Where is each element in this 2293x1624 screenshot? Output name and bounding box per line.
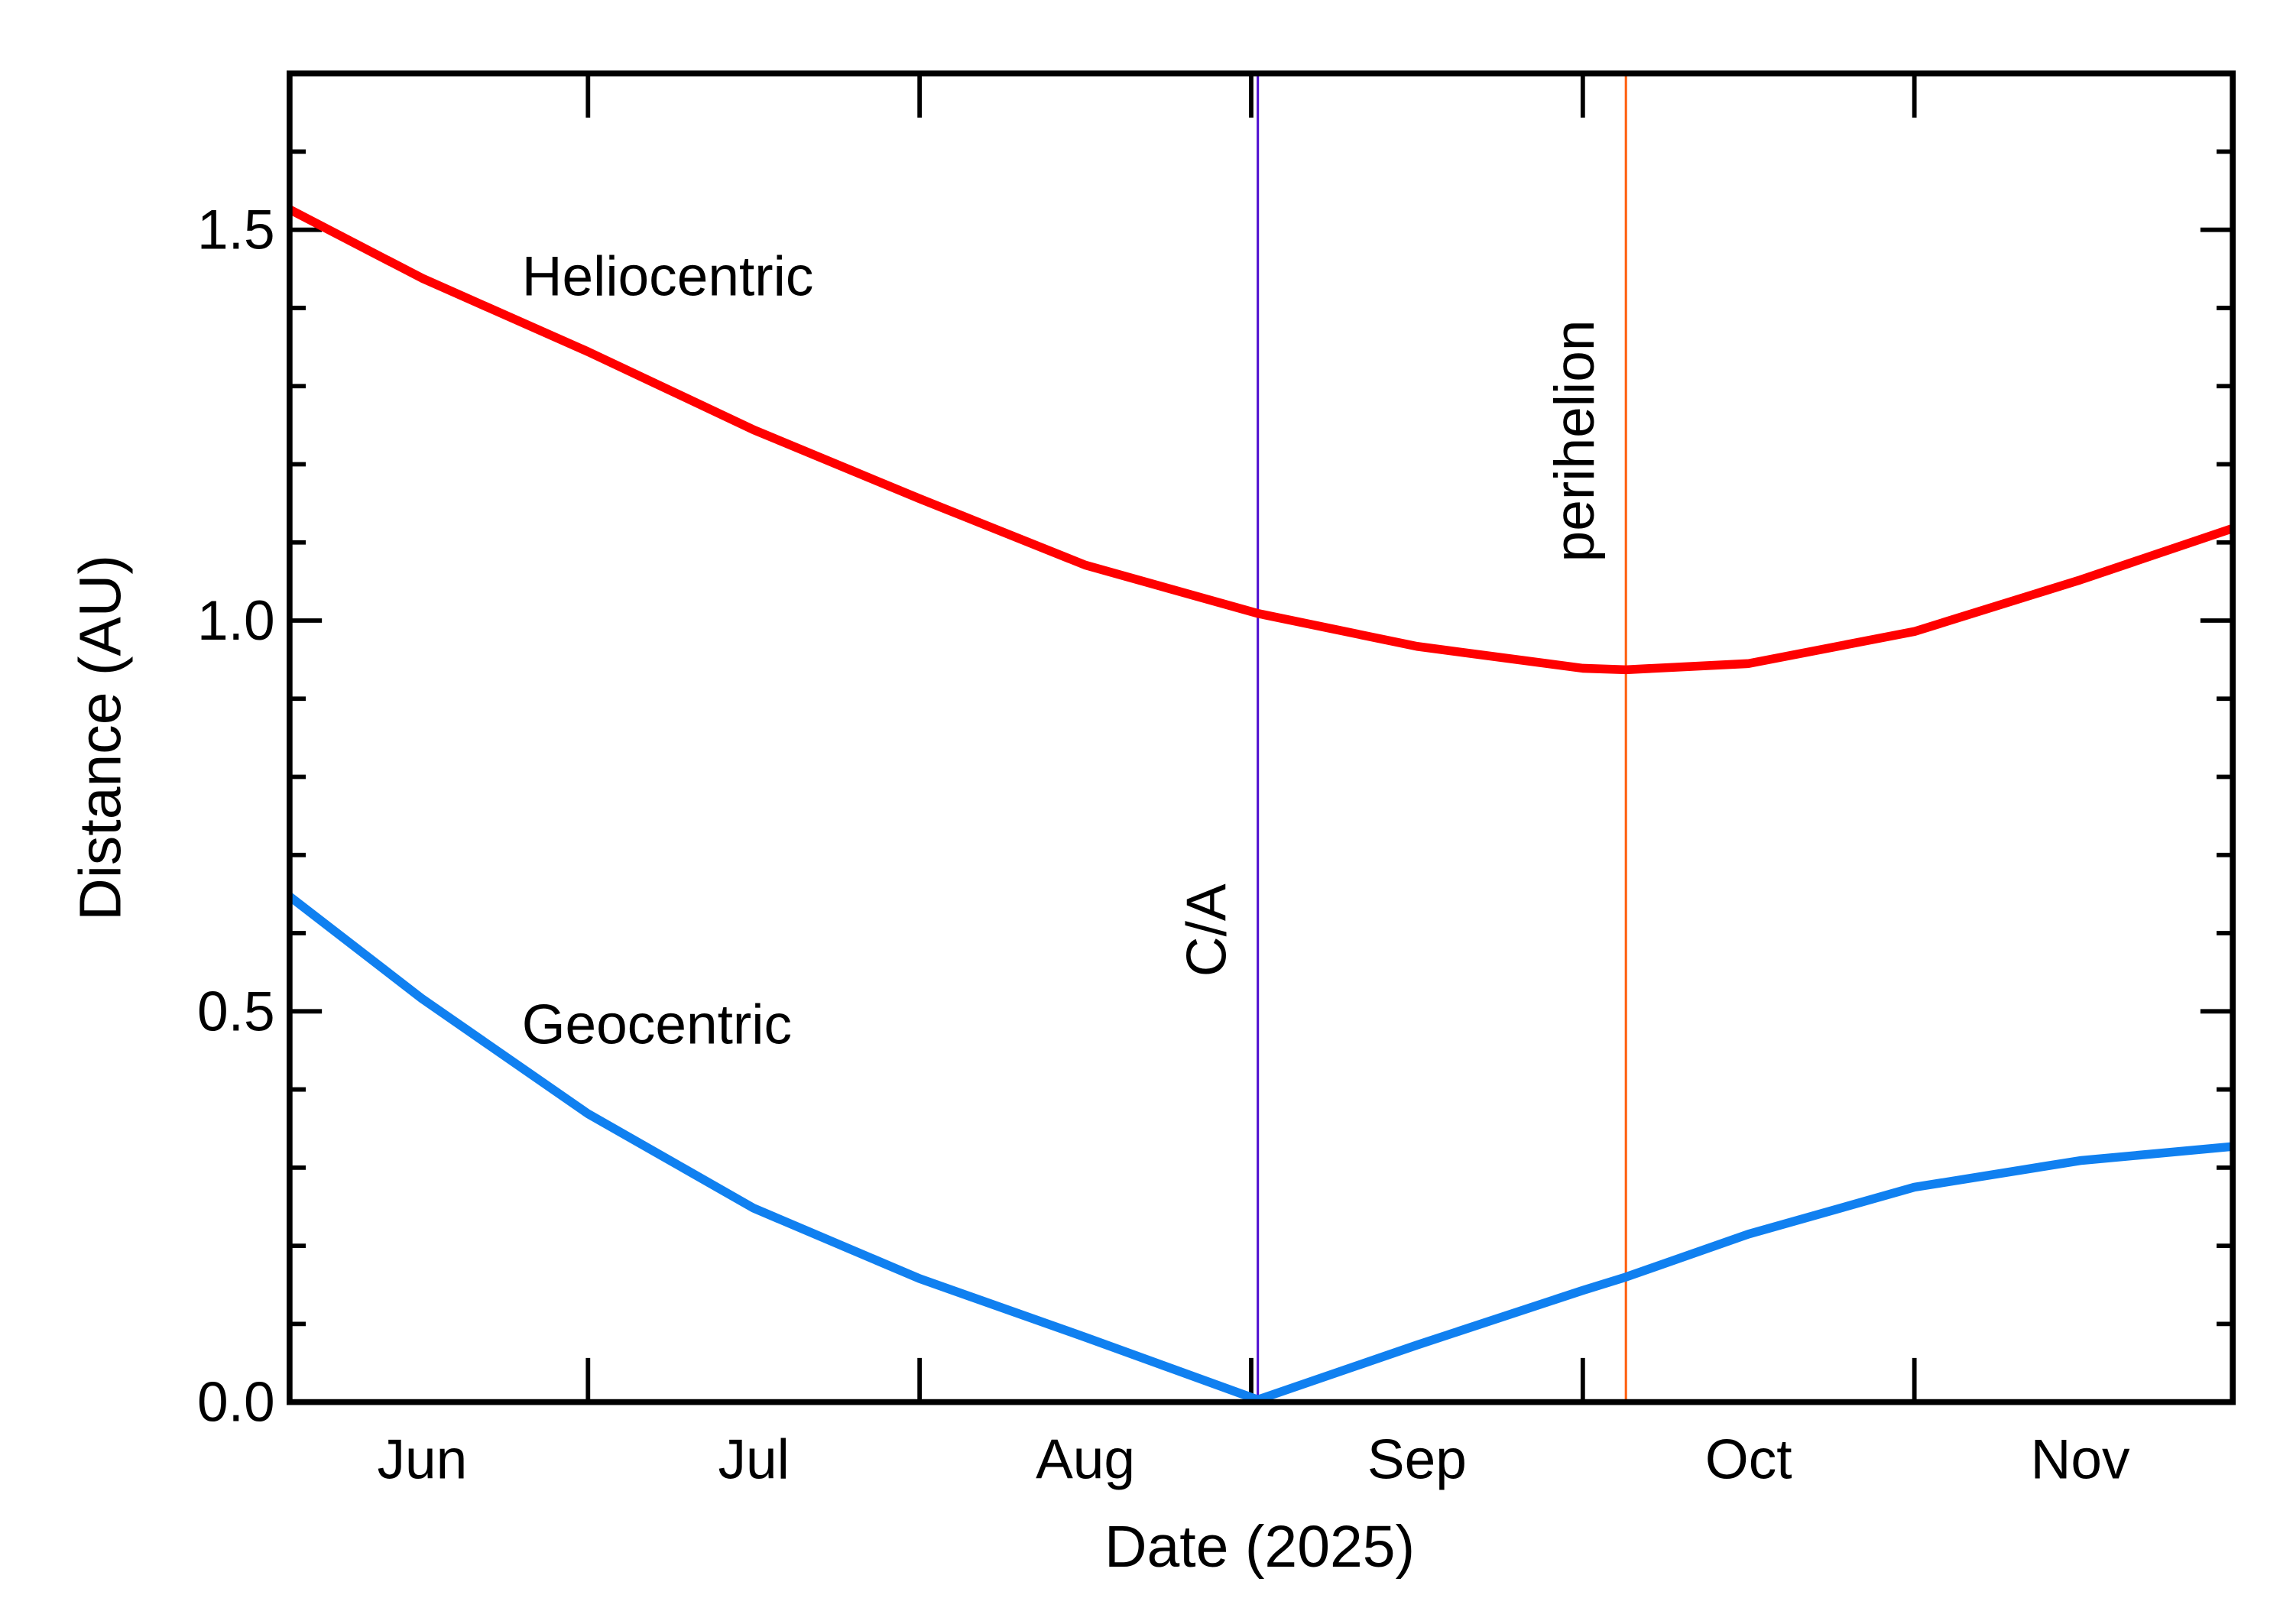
- x-tick-label: Jul: [718, 1429, 790, 1491]
- series-label: Geocentric: [522, 994, 792, 1055]
- x-tick-label: Nov: [2031, 1429, 2130, 1491]
- series-line: [287, 205, 2235, 675]
- y-tick-label: 0.5: [197, 981, 275, 1042]
- y-tick-label: 1.0: [197, 590, 275, 652]
- y-tick-label: 0.0: [197, 1372, 275, 1434]
- marker-label: C/A: [1176, 883, 1237, 977]
- plot-frame: [287, 70, 2236, 1405]
- series-line: [287, 893, 2233, 1405]
- marker-label: perihelion: [1544, 320, 1606, 562]
- x-tick-label: Oct: [1705, 1429, 1792, 1491]
- y-tick-label: 1.5: [197, 199, 275, 261]
- y-axis-title: Distance (AU): [68, 555, 134, 921]
- x-axis-title: Date (2025): [1104, 1514, 1415, 1580]
- x-tick-label: Aug: [1036, 1429, 1135, 1491]
- series-label: Heliocentric: [522, 246, 814, 308]
- x-tick-label: Jun: [377, 1429, 467, 1491]
- x-tick-label: Sep: [1367, 1429, 1467, 1491]
